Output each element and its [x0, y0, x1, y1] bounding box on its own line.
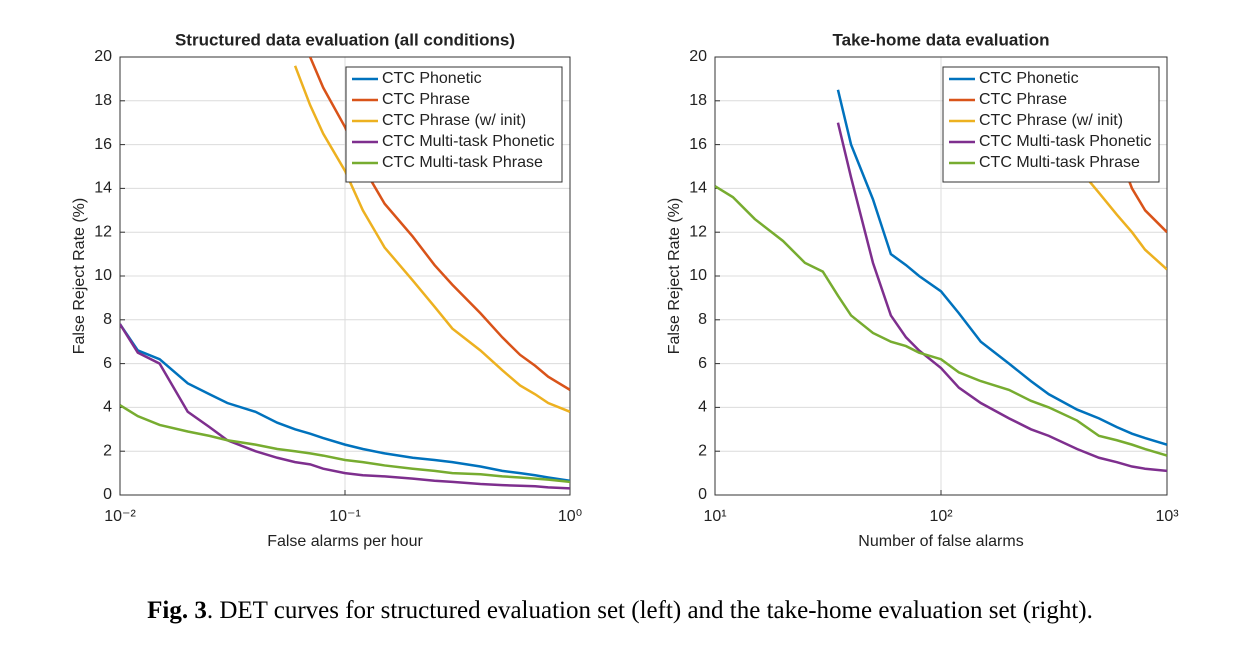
legend-label: CTC Phrase (w/ init): [382, 112, 526, 129]
y-tick-label: 10: [94, 267, 112, 284]
x-axis-label: Number of false alarms: [858, 533, 1023, 550]
legend-label: CTC Phrase: [979, 91, 1067, 108]
y-tick-label: 12: [689, 223, 707, 240]
x-tick-label: 10⁻²: [104, 508, 136, 525]
legend-label: CTC Multi-task Phonetic: [382, 133, 555, 150]
y-tick-label: 6: [698, 355, 707, 372]
caption: Fig. 3. DET curves for structured evalua…: [147, 597, 1093, 624]
series-line: [120, 323, 570, 490]
series-line: [120, 404, 570, 484]
y-tick-label: 8: [698, 311, 707, 328]
y-tick-label: 12: [94, 223, 112, 240]
legend-label: CTC Phrase (w/ init): [979, 112, 1123, 129]
x-axis-label: False alarms per hour: [267, 533, 423, 550]
legend-label: CTC Multi-task Phrase: [382, 154, 543, 171]
chart: 0 2 4 6 8 10 12 14 16 18 20 10¹ 10² 10³ Take-home data…: [666, 30, 1179, 550]
y-tick-label: 2: [103, 442, 112, 459]
y-tick-label: 6: [103, 355, 112, 372]
y-tick-label: 4: [103, 399, 112, 416]
y-tick-label: 16: [689, 136, 707, 153]
chart-title: Structured data evaluation (all conditio…: [175, 30, 515, 49]
y-tick-label: 18: [94, 92, 112, 109]
legend-label: CTC Phrase: [382, 91, 470, 108]
series-line: [715, 185, 1167, 457]
y-tick-label: 14: [689, 180, 707, 197]
y-tick-label: 10: [689, 267, 707, 284]
y-tick-label: 16: [94, 136, 112, 153]
chart-title: Take-home data evaluation: [833, 30, 1050, 49]
y-tick-label: 4: [698, 399, 707, 416]
x-tick-label: 10⁰: [558, 508, 582, 525]
y-tick-label: 8: [103, 311, 112, 328]
y-axis-label: False Reject Rate (%): [71, 198, 88, 355]
y-axis-label: False Reject Rate (%): [666, 198, 683, 355]
legend-label: CTC Multi-task Phrase: [979, 154, 1140, 171]
y-tick-label: 18: [689, 92, 707, 109]
chart: 0 2 4 6 8 10 12 14 16 18 20 10⁻² 10⁻¹ 10⁰ Structured d…: [71, 30, 582, 550]
series-line: [293, 65, 570, 413]
x-tick-label: 10¹: [703, 508, 726, 525]
series-line: [836, 89, 1167, 446]
y-tick-label: 14: [94, 180, 112, 197]
x-tick-label: 10²: [929, 508, 953, 525]
legend-box: [345, 66, 563, 183]
caption-label: Fig. 3: [147, 597, 207, 624]
y-tick-label: 20: [689, 48, 707, 65]
series-line: [836, 122, 1167, 473]
y-tick-label: 0: [103, 486, 112, 503]
caption-text: . DET curves for structured evaluation s…: [207, 597, 1093, 624]
y-tick-label: 20: [94, 48, 112, 65]
axes-box: [119, 56, 571, 496]
y-tick-label: 2: [698, 442, 707, 459]
legend-label: CTC Multi-task Phonetic: [979, 133, 1152, 150]
y-tick-label: 0: [698, 486, 707, 503]
series-line: [120, 323, 570, 483]
legend-label: CTC Phonetic: [979, 70, 1079, 87]
x-tick-label: 10³: [1155, 508, 1179, 525]
legend-label: CTC Phonetic: [382, 70, 482, 87]
x-tick-label: 10⁻¹: [329, 508, 361, 525]
legend-box: [942, 66, 1160, 183]
axes-box: [714, 56, 1168, 496]
